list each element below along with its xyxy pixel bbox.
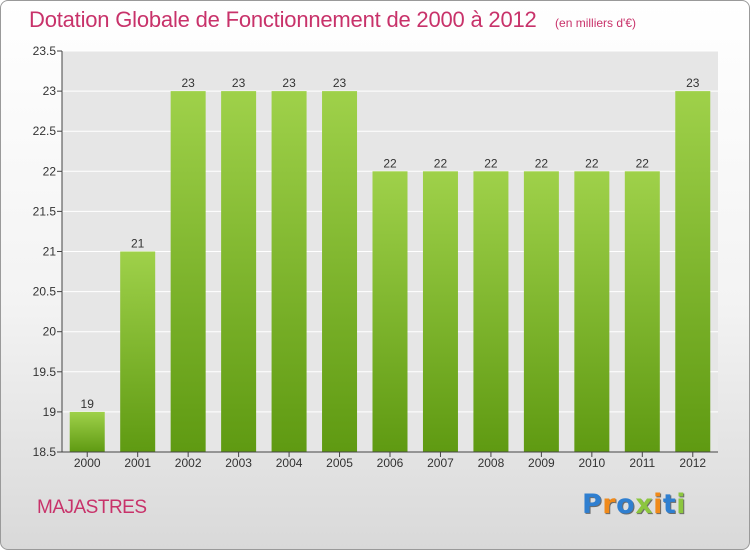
- logo-letter: P: [582, 489, 603, 520]
- chart-title: Dotation Globale de Fonctionnement de 20…: [29, 7, 537, 32]
- bar: [221, 91, 257, 452]
- data-label: 23: [232, 76, 246, 90]
- x-tick-label: 2008: [478, 456, 505, 470]
- y-tick-label: 23.5: [33, 44, 57, 58]
- chart-unit: (en milliers d'€): [555, 16, 637, 30]
- y-tick-label: 21: [43, 245, 57, 259]
- title-row: Dotation Globale de Fonctionnement de 20…: [29, 7, 636, 33]
- bar: [322, 91, 358, 452]
- x-tick-label: 2005: [326, 456, 353, 470]
- logo-letter: i: [653, 489, 663, 520]
- bar: [675, 91, 711, 452]
- bar: [271, 91, 307, 452]
- x-tick-label: 2000: [74, 456, 101, 470]
- data-label: 22: [484, 156, 498, 170]
- x-tick-label: 2012: [679, 456, 706, 470]
- data-label: 23: [686, 76, 700, 90]
- y-tick-label: 21.5: [33, 204, 57, 218]
- data-label: 22: [636, 156, 650, 170]
- bar: [473, 171, 509, 453]
- y-tick-label: 22.5: [33, 124, 57, 138]
- bar: [422, 171, 458, 453]
- logo-letter: o: [616, 489, 636, 520]
- data-label: 19: [81, 397, 95, 411]
- data-label: 23: [333, 76, 347, 90]
- x-tick-label: 2011: [629, 456, 655, 470]
- logo-letter: t: [662, 489, 677, 520]
- x-tick-label: 2009: [528, 456, 555, 470]
- bar: [372, 171, 408, 453]
- bar: [574, 171, 610, 453]
- y-tick-label: 23: [43, 84, 57, 98]
- y-tick-label: 19.5: [33, 365, 57, 379]
- data-label: 22: [434, 156, 448, 170]
- y-tick-label: 20: [43, 325, 57, 339]
- data-label: 21: [131, 237, 145, 251]
- x-tick-label: 2007: [427, 456, 454, 470]
- y-tick-label: 22: [43, 164, 57, 178]
- data-label: 23: [181, 76, 195, 90]
- data-label: 22: [585, 156, 599, 170]
- bar: [120, 251, 156, 452]
- data-label: 22: [535, 156, 549, 170]
- bar: [69, 411, 105, 452]
- x-tick-label: 2010: [578, 456, 605, 470]
- logo-letter: r: [602, 489, 617, 520]
- y-tick-label: 19: [43, 405, 57, 419]
- proxiti-logo[interactable]: Proxiti: [582, 489, 686, 520]
- bar: [170, 91, 206, 452]
- x-tick-label: 2001: [124, 456, 151, 470]
- commune-name: MAJASTRES: [37, 497, 147, 518]
- y-tick-label: 18.5: [33, 445, 57, 459]
- bar: [523, 171, 559, 453]
- x-tick-label: 2002: [175, 456, 202, 470]
- x-tick-label: 2003: [225, 456, 252, 470]
- y-tick-label: 20.5: [33, 285, 57, 299]
- x-tick-label: 2004: [276, 456, 303, 470]
- logo-letter: i: [676, 489, 687, 520]
- bar: [624, 171, 660, 453]
- x-tick-label: 2006: [377, 456, 404, 470]
- data-label: 22: [383, 156, 397, 170]
- data-label: 23: [282, 76, 296, 90]
- logo-letter: x: [635, 489, 654, 520]
